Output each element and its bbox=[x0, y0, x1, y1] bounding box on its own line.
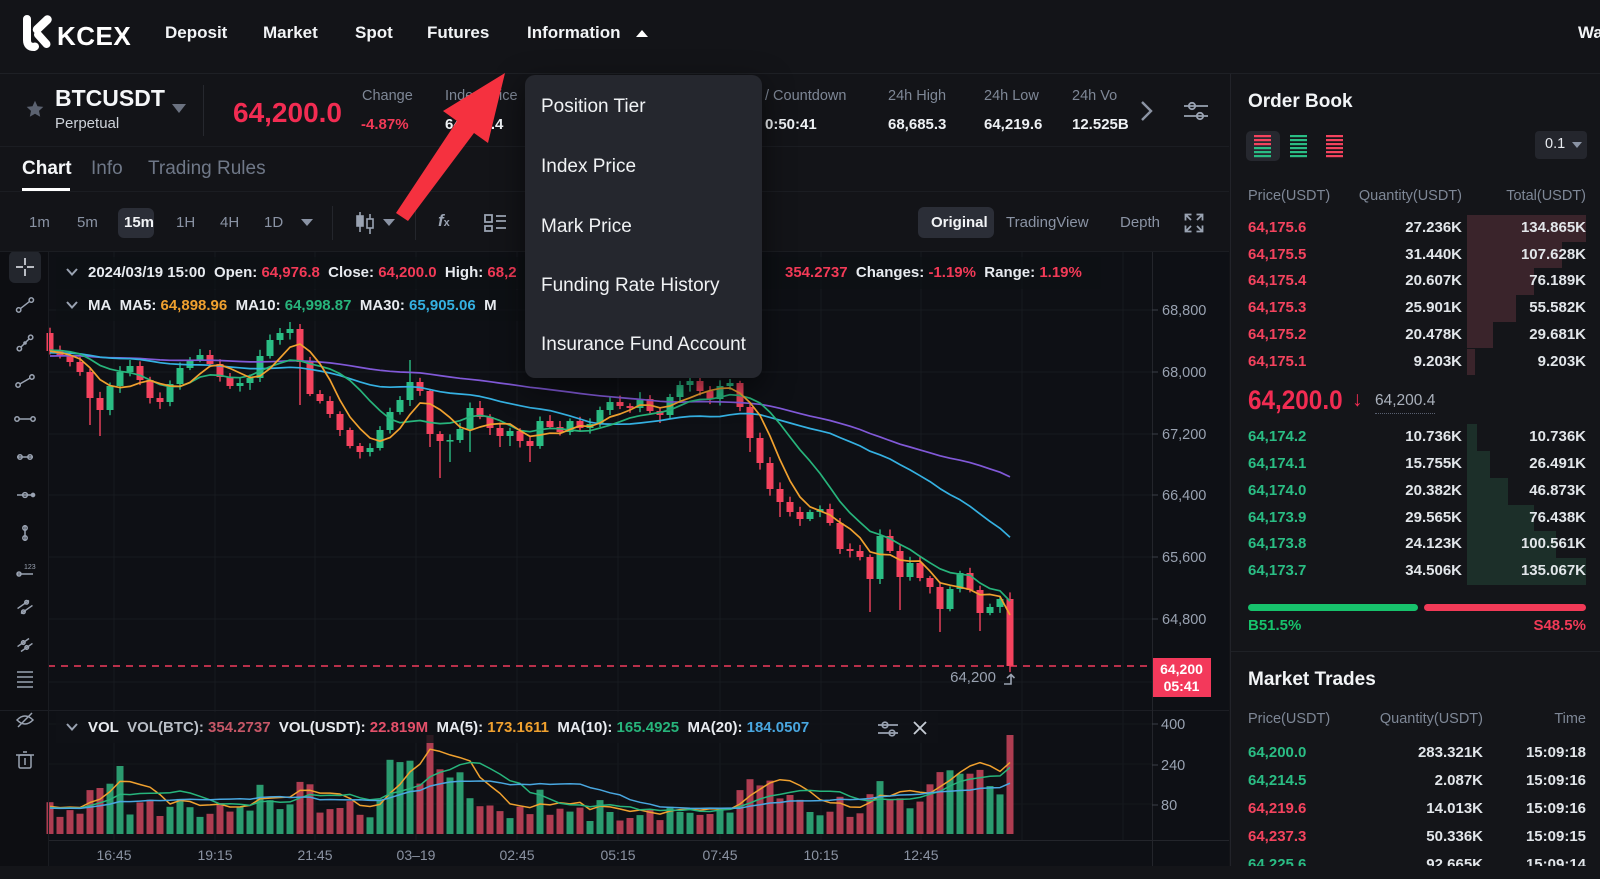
svg-text:64,200: 64,200 bbox=[950, 669, 996, 686]
svg-text:80: 80 bbox=[1161, 798, 1177, 814]
svg-text:21:45: 21:45 bbox=[297, 847, 332, 863]
svg-text:12:45: 12:45 bbox=[903, 847, 938, 863]
svg-text:05:15: 05:15 bbox=[600, 847, 635, 863]
svg-text:07:45: 07:45 bbox=[702, 847, 737, 863]
svg-text:64,800: 64,800 bbox=[1162, 612, 1206, 628]
svg-text:240: 240 bbox=[1161, 758, 1185, 774]
svg-text:67,200: 67,200 bbox=[1162, 427, 1206, 443]
svg-text:65,600: 65,600 bbox=[1162, 550, 1206, 566]
svg-text:16:45: 16:45 bbox=[96, 847, 131, 863]
svg-text:64,200: 64,200 bbox=[1160, 661, 1203, 677]
svg-text:05:41: 05:41 bbox=[1164, 678, 1200, 694]
svg-text:02:45: 02:45 bbox=[499, 847, 534, 863]
svg-text:10:15: 10:15 bbox=[803, 847, 838, 863]
svg-text:68,800: 68,800 bbox=[1162, 303, 1206, 319]
svg-text:400: 400 bbox=[1161, 717, 1185, 733]
svg-text:19:15: 19:15 bbox=[197, 847, 232, 863]
svg-text:68,000: 68,000 bbox=[1162, 365, 1206, 381]
svg-text:03–19: 03–19 bbox=[397, 847, 436, 863]
svg-text:66,400: 66,400 bbox=[1162, 488, 1206, 504]
svg-text:123: 123 bbox=[24, 564, 36, 571]
